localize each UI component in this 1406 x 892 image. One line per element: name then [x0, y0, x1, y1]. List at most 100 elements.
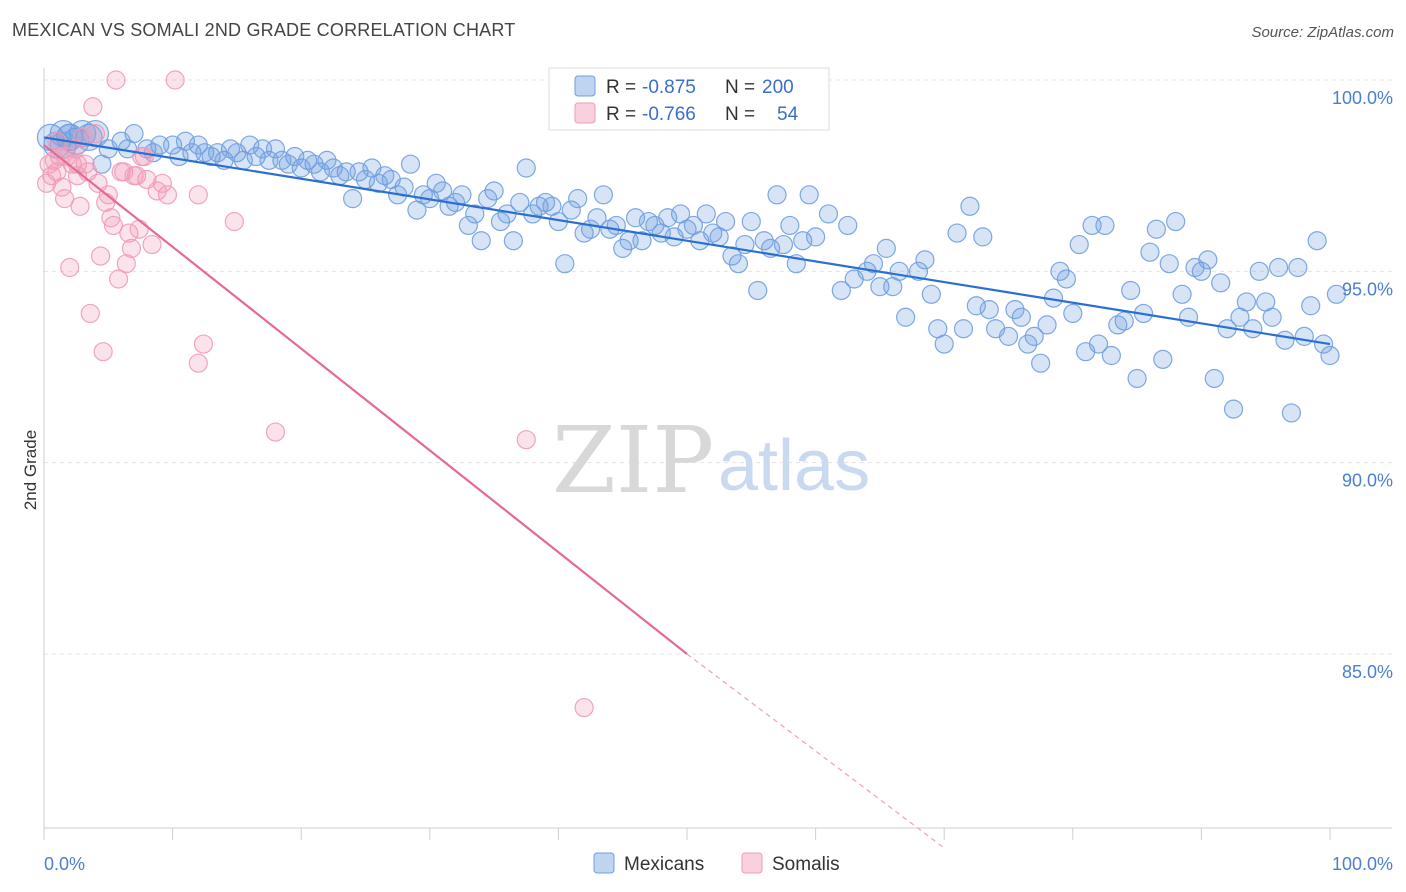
watermark: ZIP atlas — [552, 407, 870, 514]
data-point-mexicans — [240, 135, 260, 155]
data-point-mexicans — [831, 280, 851, 301]
data-point-mexicans — [1288, 257, 1308, 278]
data-point-somalis — [83, 97, 103, 117]
legend-box: R = -0.875 N = 200 R = -0.766 N = 54 — [548, 67, 830, 131]
data-point-somalis — [114, 162, 134, 182]
data-point-mexicans — [1011, 307, 1031, 327]
data-point-mexicans — [452, 185, 472, 205]
legend-n-label-1: N = — [725, 104, 755, 125]
data-point-mexicans — [889, 261, 909, 281]
data-point-mexicans — [561, 200, 581, 220]
data-point-mexicans — [510, 192, 530, 213]
data-point-mexicans — [953, 319, 974, 339]
data-point-mexicans — [1063, 303, 1083, 324]
data-point-somalis — [93, 342, 113, 362]
data-point-mexicans — [1307, 231, 1327, 251]
data-point-mexicans — [767, 185, 787, 205]
data-point-mexicans — [343, 189, 363, 209]
chart-title: MEXICAN VS SOMALI 2ND GRADE CORRELATION … — [12, 20, 516, 40]
data-point-mexicans — [1243, 319, 1263, 339]
data-point-mexicans — [818, 204, 839, 224]
bottom-legend: Mexicans Somalis — [593, 852, 840, 875]
data-point-mexicans — [163, 135, 183, 155]
data-point-mexicans — [1114, 311, 1134, 331]
bottom-legend-somalis: Somalis — [772, 854, 840, 875]
data-point-somalis — [516, 430, 536, 450]
data-point-somalis — [188, 185, 208, 205]
data-point-mexicans — [1301, 296, 1321, 316]
data-point-somalis — [101, 208, 121, 228]
data-point-mexicans — [1050, 261, 1070, 281]
data-point-mexicans — [908, 261, 929, 281]
data-point-mexicans — [1005, 300, 1025, 320]
bottom-legend-swatch-mexicans — [593, 852, 615, 874]
x-tick-labels: 0.0% 100.0% — [44, 854, 1393, 874]
data-point-somalis — [52, 177, 72, 197]
data-point-mexicans — [606, 215, 626, 236]
data-point-somalis — [103, 215, 124, 236]
data-point-mexicans — [471, 231, 491, 251]
data-point-mexicans — [1236, 292, 1257, 312]
data-point-mexicans — [1172, 284, 1192, 304]
data-point-mexicans — [1268, 257, 1289, 278]
data-point-mexicans — [696, 204, 716, 224]
data-point-mexicans — [188, 135, 208, 155]
data-point-mexicans — [921, 284, 941, 304]
data-point-mexicans — [1159, 254, 1179, 274]
data-point-mexicans — [278, 154, 298, 174]
data-point-mexicans — [1024, 326, 1044, 346]
trend-line-mexicans — [43, 136, 1331, 346]
y-axis-label: 2nd Grade — [21, 430, 40, 510]
data-point-somalis — [142, 234, 162, 255]
legend-n-value-mexicans: 200 — [762, 77, 794, 98]
trend-line-somalis — [43, 144, 688, 655]
legend-n-value-somalis: 54 — [777, 104, 799, 125]
data-point-mexicans — [966, 296, 986, 316]
data-point-mexicans — [799, 185, 819, 205]
data-point-mexicans — [265, 139, 286, 159]
data-point-mexicans — [1262, 307, 1282, 327]
data-point-mexicans — [1223, 399, 1244, 419]
data-point-mexicans — [458, 215, 478, 236]
data-point-mexicans — [124, 123, 144, 144]
data-points — [36, 70, 1347, 718]
data-point-mexicans — [973, 227, 993, 247]
trend-lines — [43, 136, 1331, 849]
data-point-somalis — [47, 162, 67, 182]
data-point-mexicans — [780, 215, 800, 236]
data-point-somalis — [193, 334, 214, 354]
data-point-mexicans — [1127, 368, 1147, 389]
data-point-mexicans — [490, 211, 511, 232]
data-point-mexicans — [658, 208, 678, 228]
data-point-mexicans — [304, 154, 324, 174]
data-point-mexicans — [368, 173, 388, 193]
data-point-mexicans — [208, 143, 228, 163]
x-tick-label: 100.0% — [1332, 854, 1393, 874]
data-point-somalis — [67, 166, 88, 186]
data-point-mexicans — [1178, 307, 1199, 327]
watermark-zip: ZIP — [552, 407, 714, 514]
data-point-somalis — [60, 257, 80, 278]
trend-line-somalis-extension — [686, 653, 945, 849]
x-tick-label: 0.0% — [44, 854, 85, 874]
data-point-somalis — [106, 70, 126, 90]
data-point-somalis — [65, 139, 85, 159]
data-point-somalis — [39, 154, 59, 174]
data-point-mexicans — [838, 215, 858, 236]
data-point-mexicans — [1018, 334, 1038, 354]
data-point-mexicans — [175, 131, 196, 151]
data-point-mexicans — [465, 204, 485, 224]
data-point-mexicans — [715, 211, 736, 232]
data-point-mexicans — [1140, 242, 1160, 262]
data-point-mexicans — [246, 146, 266, 167]
data-point-mexicans — [754, 231, 774, 251]
data-point-mexicans — [1281, 403, 1302, 423]
data-point-mexicans — [317, 150, 337, 170]
data-point-mexicans — [1101, 345, 1121, 366]
y-tick-label: 95.0% — [1342, 279, 1393, 299]
data-point-mexicans — [625, 208, 646, 228]
data-point-mexicans — [896, 307, 916, 327]
data-point-somalis — [54, 189, 75, 209]
data-point-mexicans — [1275, 330, 1295, 350]
